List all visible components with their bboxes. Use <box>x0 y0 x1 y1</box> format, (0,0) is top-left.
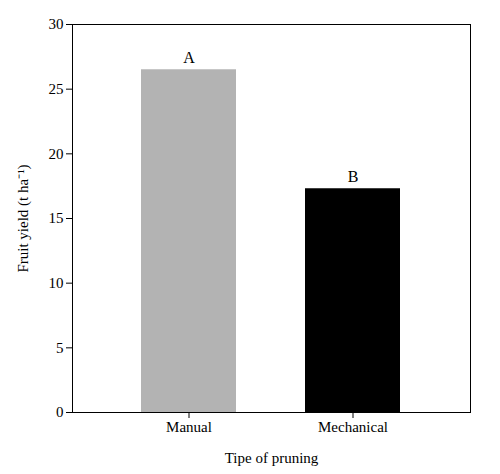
svg-text:15: 15 <box>49 210 64 226</box>
svg-text:5: 5 <box>56 340 64 356</box>
svg-text:Mechanical: Mechanical <box>318 419 388 435</box>
svg-text:10: 10 <box>49 275 64 291</box>
svg-text:25: 25 <box>49 81 64 97</box>
svg-text:A: A <box>183 49 195 66</box>
svg-text:Tipe of pruning: Tipe of pruning <box>225 450 319 466</box>
svg-text:0: 0 <box>56 404 64 420</box>
svg-text:30: 30 <box>49 16 64 32</box>
svg-text:20: 20 <box>49 146 64 162</box>
svg-text:Fruit yield (t ha⁻¹): Fruit yield (t ha⁻¹) <box>15 164 32 272</box>
svg-text:Manual: Manual <box>166 419 212 435</box>
svg-text:B: B <box>348 168 359 185</box>
